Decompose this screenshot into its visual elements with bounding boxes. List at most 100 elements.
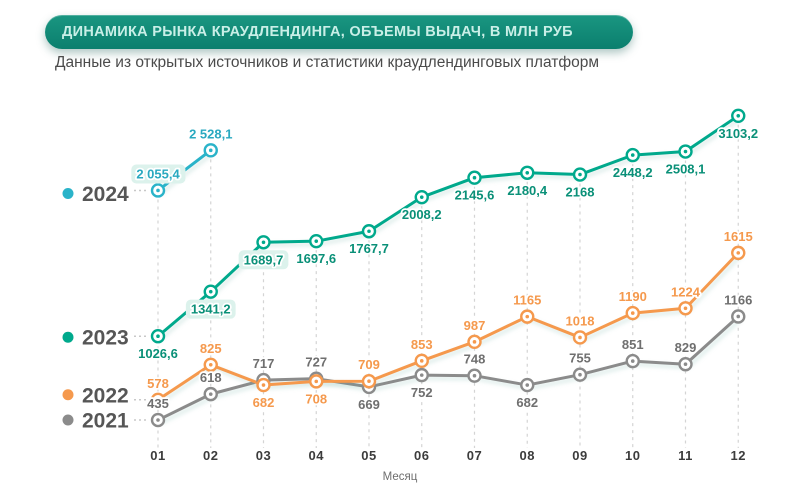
value-label-2022-01: 578 [147,376,169,391]
value-label-2023-06: 2008,2 [402,207,442,222]
value-label-2024-01: 2 055,4 [136,166,180,181]
value-label-2021-01: 435 [147,396,169,411]
data-point-center-2021-06 [419,373,424,377]
x-tick-label-05: 05 [361,448,376,463]
value-label-2021-04: 727 [305,355,327,370]
data-point-center-2022-06 [419,359,424,363]
legend-dot-2024 [62,187,74,199]
legend-dot-2022 [62,389,74,401]
value-label-2021-07: 748 [464,352,486,367]
value-label-2021-09: 755 [569,351,591,366]
legend-item-2023[interactable]: 2023 [62,327,129,350]
value-label-2023-09: 2168 [566,185,595,200]
value-label-2023-03: 1689,7 [244,252,284,267]
data-point-center-2021-09 [578,372,582,377]
data-point-center-2021-08 [525,383,530,387]
data-point-center-2022-04 [314,379,319,384]
x-tick-label-02: 02 [203,448,218,463]
label-highlight-chip [238,250,289,270]
value-label-2021-02: 618 [200,370,222,385]
x-tick-label-07: 07 [467,448,482,463]
x-tick-label-08: 08 [520,448,535,463]
label-highlight-chip [185,299,236,319]
data-point-center-2022-02 [208,362,213,367]
value-label-2022-08: 1165 [513,293,541,308]
legend-label-2023: 2023 [82,327,129,350]
data-point-center-2023-06 [419,195,424,199]
data-point-center-2022-09 [578,335,582,340]
value-label-2021-08: 682 [516,395,538,410]
chart-subtitle: Данные из открытых источников и статисти… [55,54,599,71]
x-tick-label-10: 10 [625,448,640,463]
legend-dot-2023 [62,331,74,343]
value-label-2022-03: 682 [253,395,275,410]
legend-label-2021: 2021 [82,410,129,433]
legend-label-2022: 2022 [82,384,129,407]
chart-title-pill: ДИНАМИКА РЫНКА КРАУДЛЕНДИНГА, ОБЪЕМЫ ВЫД… [45,15,633,49]
value-label-2022-12: 1615 [724,229,753,244]
data-point-center-2022-05 [367,379,371,384]
data-point-center-2022-11 [683,306,688,311]
value-label-2023-10: 2448,2 [613,165,653,180]
data-point-center-2023-12 [736,114,741,118]
label-highlight-chip [131,164,186,184]
legend-dot-2021 [62,414,74,426]
data-point-center-2021-02 [208,392,213,396]
data-point-center-2022-03 [261,383,266,387]
value-label-2021-03: 717 [253,356,275,371]
data-point-center-2023-05 [367,229,371,234]
data-point-center-2021-12 [736,314,741,319]
data-point-center-2021-11 [683,362,688,367]
value-label-2022-11: 1224 [671,284,701,299]
data-point-center-2024-01 [156,188,160,193]
data-point-center-2023-07 [472,175,477,180]
x-tick-label-06: 06 [414,448,429,463]
data-point-center-2023-01 [156,334,160,339]
x-tick-label-11: 11 [678,448,693,463]
value-label-2022-02: 825 [200,341,222,356]
data-point-center-2022-08 [525,314,530,319]
x-tick-label-12: 12 [731,448,746,463]
series-line-2022 [156,251,740,402]
value-label-2022-10: 1190 [619,289,647,304]
value-label-2022-09: 1018 [566,313,595,328]
data-point-center-2024-02 [208,148,213,153]
value-label-2023-11: 2508,1 [666,162,706,177]
value-label-2024-02: 2 528,1 [189,126,232,141]
legend-item-2021[interactable]: 2021 [62,410,130,433]
series-line-2023 [156,114,740,338]
value-label-2023-12: 3103,2 [718,126,758,141]
value-label-2022-07: 987 [464,318,486,333]
data-point-center-2021-07 [472,373,477,378]
value-label-2021-10: 851 [622,337,644,352]
x-tick-label-03: 03 [256,448,271,463]
legend-item-2022[interactable]: 2022 [62,384,129,407]
value-label-2022-05: 709 [358,357,380,372]
data-point-center-2022-07 [472,340,477,344]
value-label-2022-04: 708 [305,391,327,406]
x-tick-label-04: 04 [309,448,325,463]
data-point-center-2023-09 [578,172,582,177]
value-label-2023-04: 1697,6 [296,251,336,266]
value-label-2021-05: 669 [358,397,380,412]
value-label-2022-06: 853 [411,337,433,352]
value-label-2021-06: 752 [411,385,433,400]
value-label-2023-08: 2180,4 [507,183,548,198]
value-label-2023-07: 2145,6 [455,188,495,203]
data-point-center-2023-03 [261,240,266,245]
data-point-center-2023-02 [208,289,213,294]
value-label-2023-05: 1767,7 [349,241,389,256]
data-point-center-2022-10 [630,311,635,315]
value-label-2023-01: 1026,6 [138,346,178,361]
legend-label-2024: 2024 [82,183,129,206]
value-label-2021-12: 1166 [724,292,752,307]
data-point-center-2022-12 [736,251,741,255]
data-point-center-2021-01 [156,418,160,422]
data-point-center-2021-10 [630,359,635,363]
data-point-center-2023-04 [314,239,319,243]
x-axis-title: Месяц [383,471,418,483]
series-line-2021 [156,314,740,422]
legend-item-2024[interactable]: 2024 [62,183,130,206]
